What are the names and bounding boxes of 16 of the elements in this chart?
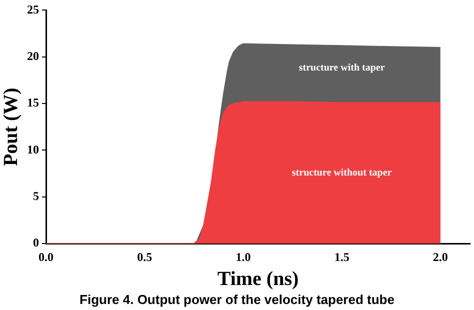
y-tick-label: 10 (27, 142, 39, 156)
x-tick-label: 0.5 (137, 250, 152, 264)
y-axis-title: Pout (W) (0, 88, 22, 166)
x-tick-label: 0.0 (38, 250, 54, 264)
series-label: structure without taper (292, 168, 392, 179)
series-label: structure with taper (298, 62, 386, 74)
y-tick-label: 5 (33, 189, 39, 204)
x-axis-title: Time (ns) (217, 268, 299, 290)
x-tick-label: 2.0 (432, 250, 448, 264)
y-tick-label: 0 (33, 236, 39, 250)
y-tick-label: 25 (27, 2, 39, 16)
y-tick-label: 20 (27, 48, 39, 63)
y-tick-label: 15 (27, 96, 39, 110)
x-tick-label: 1.0 (236, 250, 251, 264)
caption: Figure 4. Output power of the velocity tapered tube (78, 292, 396, 308)
x-tick-label: 1.5 (334, 250, 350, 264)
